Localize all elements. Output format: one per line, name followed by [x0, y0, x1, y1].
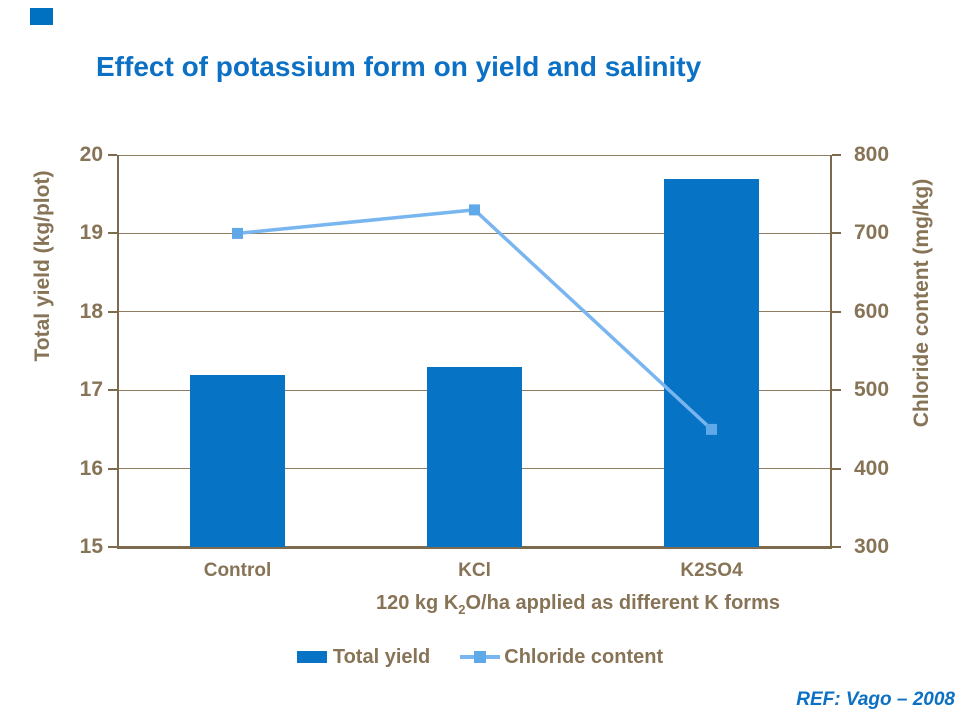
bar-K2SO4 — [664, 178, 759, 547]
right-axis-tick-label-800: 800 — [854, 143, 890, 166]
right-axis-line — [830, 155, 832, 547]
brand-accent-square — [30, 8, 53, 25]
left-axis-tick-19 — [108, 232, 117, 235]
x-axis-caption-suffix: O/ha applied as different K forms — [465, 592, 781, 614]
right-axis-tick-800 — [832, 154, 841, 156]
right-axis-tick-label-600: 600 — [854, 299, 890, 323]
left-axis-tick-15 — [108, 546, 117, 548]
left-axis-tick-17 — [108, 389, 117, 392]
right-axis-tick-600 — [832, 310, 841, 313]
left-axis-title: Total yield (kg/plot) — [31, 170, 54, 362]
left-axis-tick-label-16: 16 — [79, 456, 103, 480]
bottom-axis-line — [117, 546, 832, 549]
legend-line-swatch-icon — [460, 651, 501, 663]
left-axis-tick-label-15: 15 — [79, 535, 103, 558]
left-axis-tick-label-17: 17 — [79, 378, 103, 402]
legend-bar-swatch-icon — [296, 651, 327, 663]
x-axis-caption: 120 kg K2O/ha applied as different K for… — [376, 592, 780, 617]
right-axis-tick-label-500: 500 — [854, 378, 890, 402]
right-axis-tick-400 — [832, 467, 841, 470]
right-axis-title: Chloride content (mg/kg) — [910, 178, 933, 428]
gridline-20 — [119, 154, 830, 156]
right-axis-tick-label-700: 700 — [854, 221, 890, 245]
category-label-KCl: KCl — [458, 560, 491, 581]
bar-KCl — [427, 366, 522, 547]
reference-text: REF: Vago – 2008 — [796, 689, 955, 710]
left-axis-tick-label-20: 20 — [79, 143, 103, 166]
chart-legend: Total yield Chloride content — [0, 642, 960, 672]
left-axis-tick-label-18: 18 — [79, 299, 103, 323]
right-axis-tick-label-300: 300 — [854, 535, 890, 558]
left-axis-tick-label-19: 19 — [79, 221, 103, 245]
left-axis-tick-16 — [108, 467, 117, 470]
category-label-K2SO4: K2SO4 — [680, 560, 743, 581]
legend-line-marker — [474, 651, 487, 663]
left-axis-tick-18 — [108, 310, 117, 313]
right-axis-tick-300 — [832, 546, 841, 548]
bar-Control — [190, 374, 285, 547]
x-axis-caption-prefix: 120 kg K — [375, 592, 459, 614]
right-axis-tick-label-400: 400 — [854, 456, 890, 480]
left-axis-line — [117, 155, 119, 547]
chloride-marker-KCl — [469, 204, 480, 216]
chart-title: Effect of potassium form on yield and sa… — [96, 51, 702, 82]
x-axis-caption-subscript: 2 — [458, 602, 466, 617]
category-label-Control: Control — [203, 560, 272, 581]
legend-label-chloride-content: Chloride content — [504, 645, 664, 668]
right-axis-tick-700 — [832, 232, 841, 235]
legend-label-total-yield: Total yield — [332, 645, 431, 668]
right-axis-tick-500 — [832, 389, 841, 392]
left-axis-tick-20 — [108, 154, 117, 156]
